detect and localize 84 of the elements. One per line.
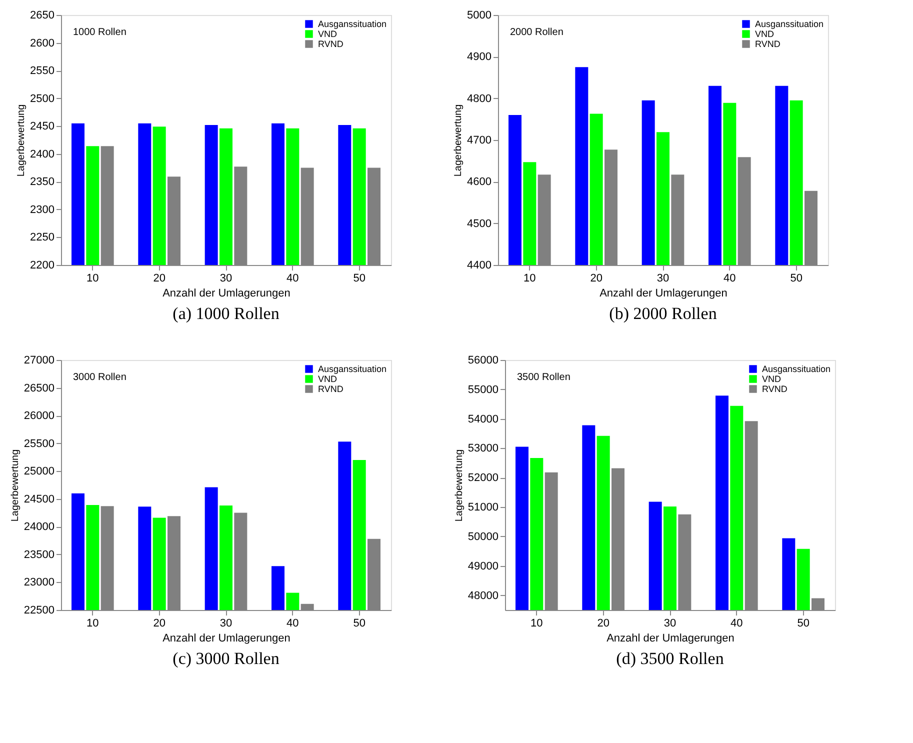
x-tick-label: 20 (153, 618, 166, 630)
y-tick-label: 2250 (30, 232, 54, 244)
y-tick-label: 27000 (24, 354, 54, 366)
y-tick-label: 50000 (468, 530, 498, 543)
x-tick-label: 50 (353, 618, 366, 630)
legend-label: RVND (762, 384, 788, 394)
x-axis-title: Anzahl der Umlagerungen (162, 288, 290, 300)
x-axis-title: Anzahl der Umlagerungen (162, 632, 290, 644)
y-tick-label: 2650 (30, 10, 54, 22)
y-tick-label: 56000 (468, 354, 498, 366)
x-tick-label: 40 (286, 618, 299, 630)
x-tick-label: 10 (524, 272, 536, 284)
x-tick-label: 40 (724, 272, 736, 284)
x-tick-label: 10 (86, 618, 99, 630)
legend-label: VND (755, 29, 774, 39)
y-tick-label: 4900 (467, 51, 492, 64)
y-tick-label: 25500 (24, 438, 54, 450)
y-axis-title: Lagerbewertung (453, 104, 464, 177)
y-tick-label: 24000 (24, 521, 54, 534)
y-tick-label: 55000 (468, 384, 498, 396)
text: (c) 3000 Rollen (172, 649, 280, 668)
y-tick-label: 52000 (468, 472, 498, 484)
y-tick-label: 2550 (30, 65, 54, 78)
y-axis-title: Lagerbewertung (10, 449, 21, 522)
text: (a) 1000 Rollen (172, 304, 280, 323)
y-tick-label: 2400 (30, 148, 54, 160)
y-tick-label: 2450 (30, 120, 54, 133)
legend-label: RVND (318, 39, 344, 49)
y-tick-label: 2200 (30, 260, 54, 272)
y-tick-label: 2500 (30, 92, 54, 105)
x-tick-label: 20 (153, 272, 166, 284)
y-tick-label: 25000 (24, 466, 54, 478)
text: (b) 2000 Rollen (609, 304, 718, 323)
legend-label: Ausganssituation (318, 19, 387, 29)
y-tick-label: 4600 (467, 176, 492, 188)
y-tick-label: 2350 (30, 176, 54, 188)
legend-label: Ausganssituation (318, 364, 387, 374)
x-tick-label: 50 (353, 272, 366, 284)
text: (d) 3500 Rollen (616, 649, 724, 668)
y-tick-label: 4800 (467, 92, 492, 105)
x-axis-title: Anzahl der Umlagerungen (606, 632, 734, 644)
x-tick-label: 50 (797, 618, 810, 630)
x-tick-label: 20 (597, 618, 610, 630)
legend-label: Ausganssituation (762, 364, 831, 374)
y-axis-title: Lagerbewertung (454, 449, 465, 522)
legend-label: VND (318, 374, 338, 384)
legend-label: Ausganssituation (755, 19, 824, 29)
x-tick-label: 30 (664, 618, 676, 630)
x-tick-label: 10 (86, 272, 99, 284)
x-tick-label: 30 (656, 272, 670, 284)
y-tick-label: 4500 (467, 218, 492, 230)
annotation: 3000 Rollen (73, 372, 126, 383)
x-tick-label: 30 (220, 618, 232, 630)
y-tick-label: 26500 (24, 382, 54, 394)
y-tick-label: 51000 (468, 502, 498, 514)
y-tick-label: 23500 (24, 548, 54, 561)
x-tick-label: 10 (530, 618, 543, 630)
x-tick-label: 50 (790, 272, 802, 284)
y-tick-label: 48000 (468, 590, 498, 602)
x-tick-label: 40 (286, 272, 299, 284)
y-tick-label: 24500 (24, 493, 54, 506)
legend-label: VND (318, 29, 338, 39)
y-tick-label: 22500 (24, 604, 54, 616)
y-tick-label: 2600 (30, 37, 54, 50)
y-axis-title: Lagerbewertung (16, 104, 28, 177)
legend-label: VND (762, 374, 782, 384)
annotation: 1000 Rollen (73, 27, 126, 38)
y-tick-label: 2300 (30, 204, 54, 216)
x-axis-title: Anzahl der Umlagerungen (600, 288, 728, 300)
y-tick-label: 53000 (468, 442, 498, 455)
y-tick-label: 5000 (467, 10, 492, 22)
legend-label: RVND (318, 384, 344, 394)
y-tick-label: 26000 (24, 410, 54, 422)
y-tick-label: 54000 (468, 413, 498, 426)
y-tick-label: 4700 (467, 134, 492, 146)
x-tick-label: 20 (590, 272, 602, 284)
y-tick-label: 23000 (24, 576, 54, 589)
y-tick-label: 49000 (468, 560, 498, 572)
x-tick-label: 40 (730, 618, 743, 630)
x-tick-label: 30 (220, 272, 232, 284)
legend-label: RVND (755, 39, 781, 49)
y-tick-label: 4400 (467, 260, 492, 272)
annotation: 3500 Rollen (517, 372, 570, 383)
annotation: 2000 Rollen (510, 27, 564, 38)
